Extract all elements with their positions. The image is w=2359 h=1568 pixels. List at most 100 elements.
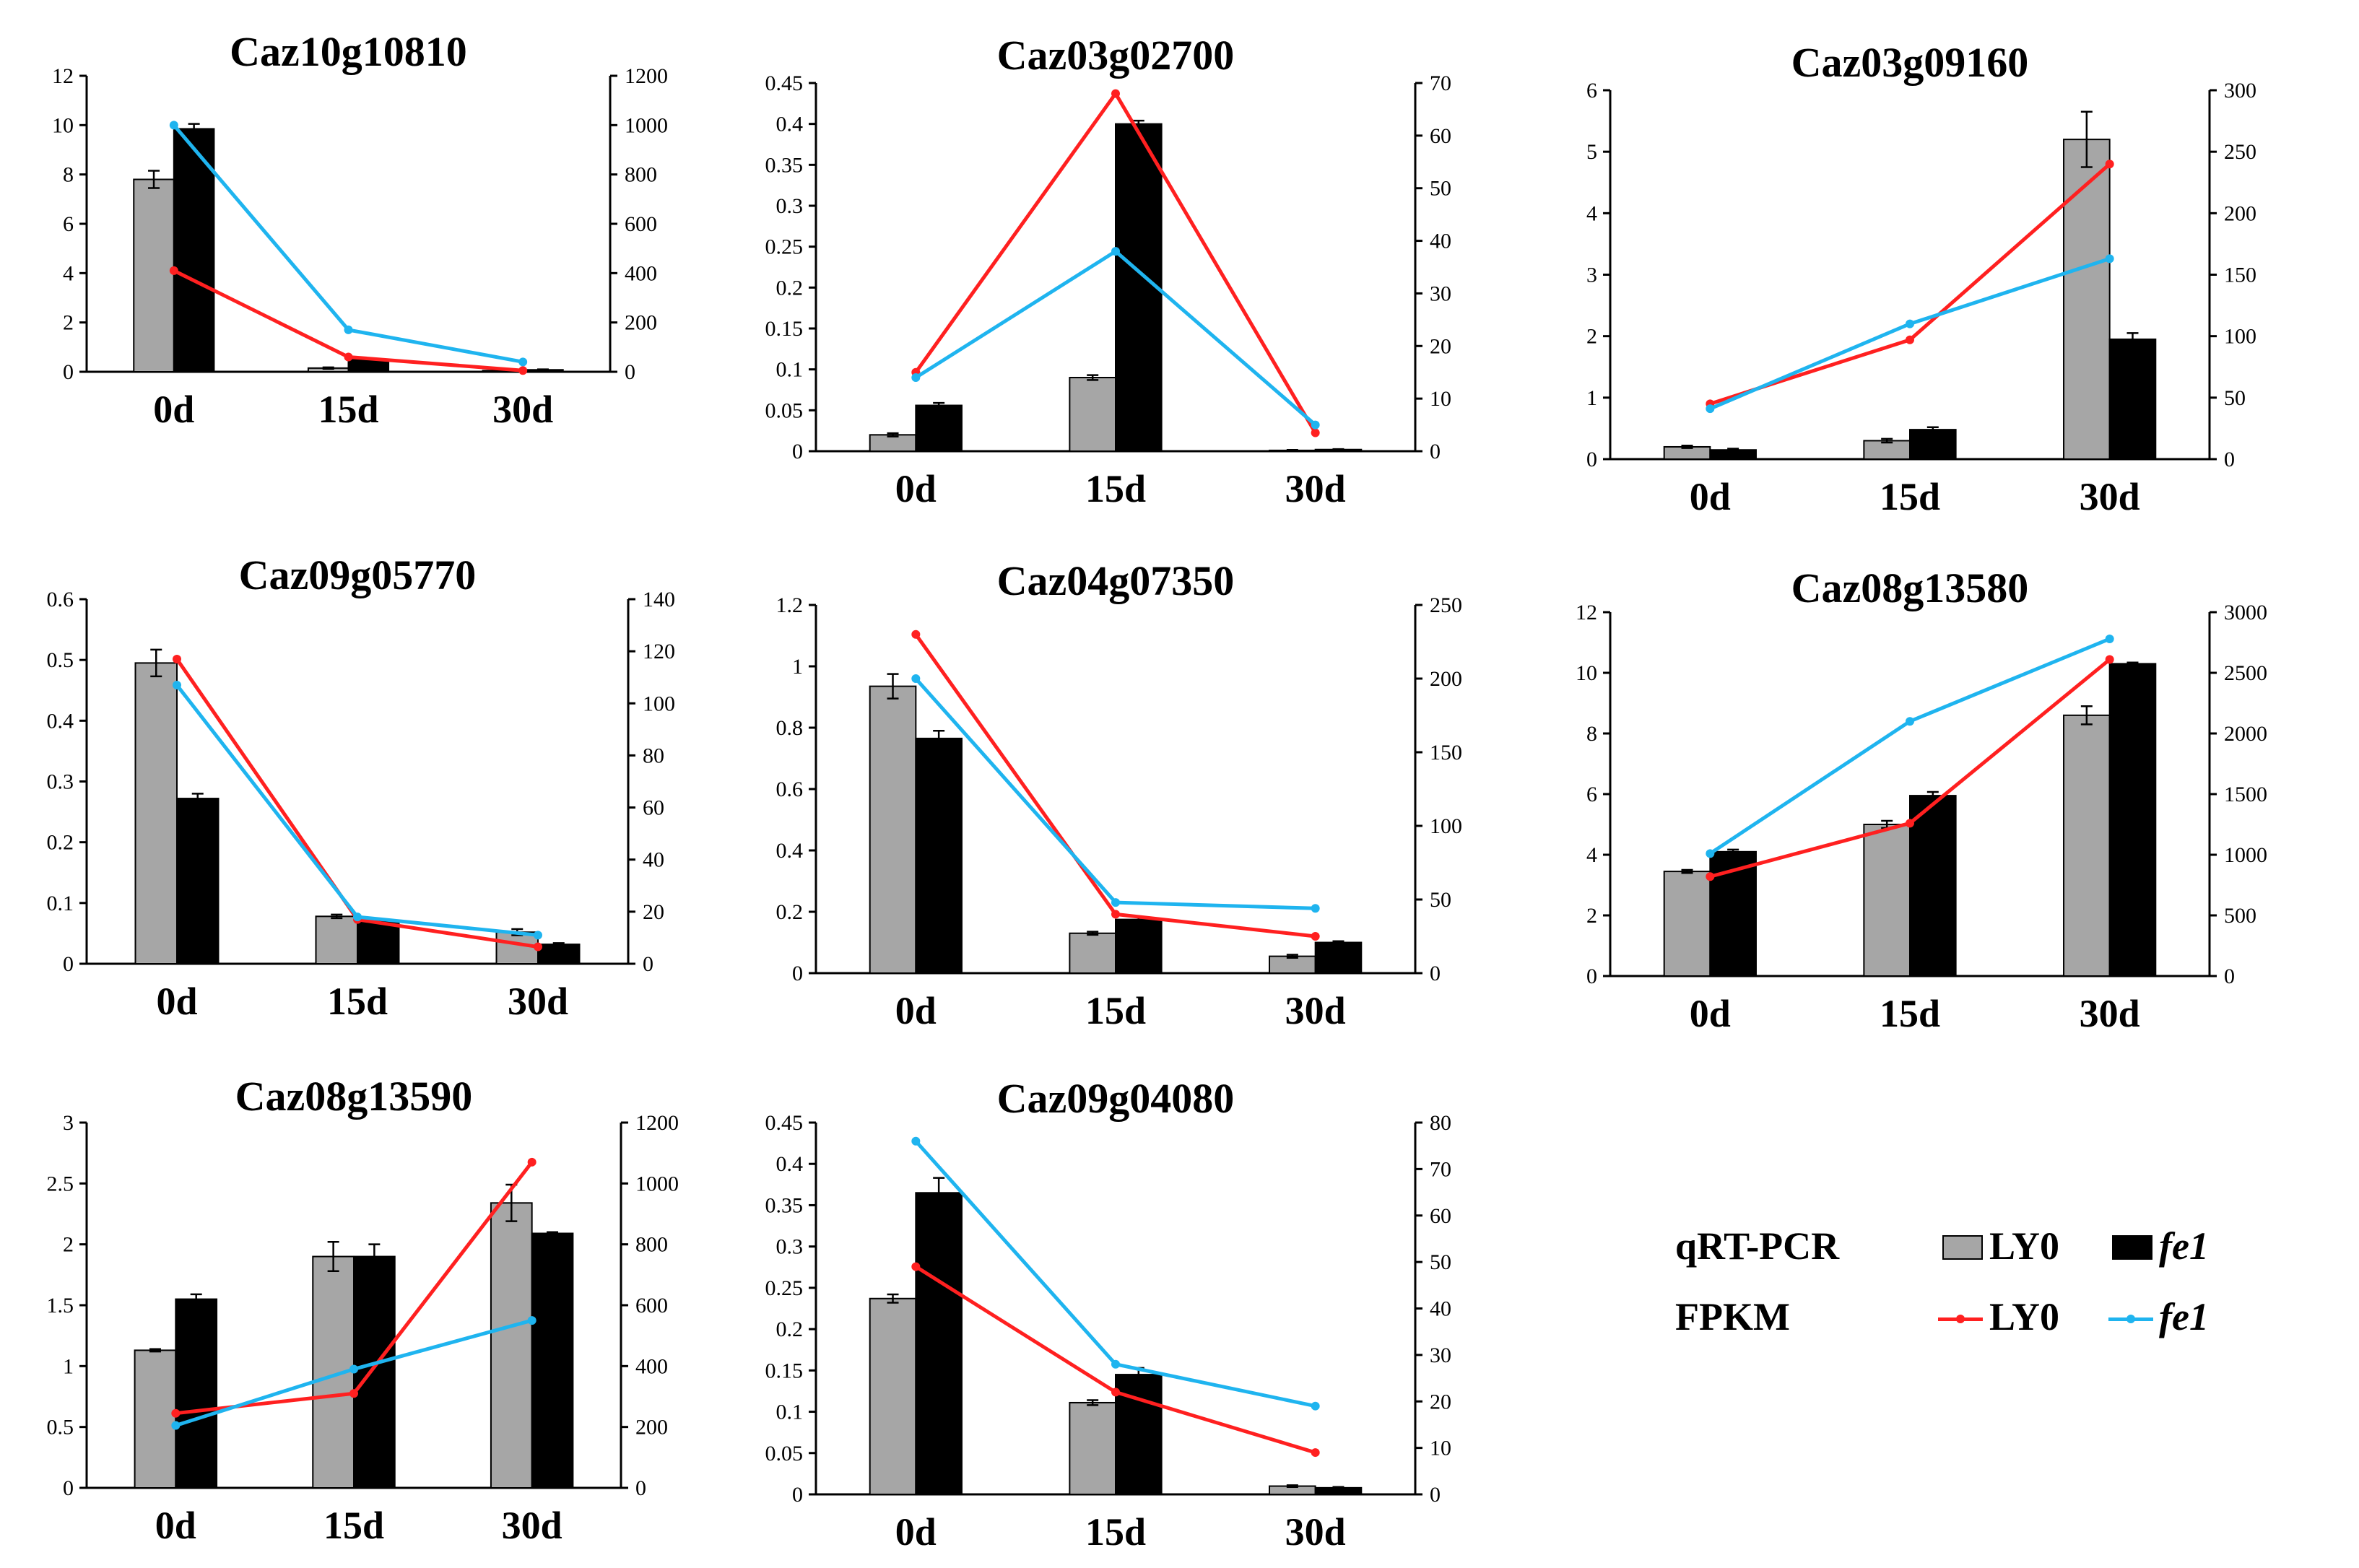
x-tick-label: 0d — [895, 989, 937, 1032]
line-fe1 — [914, 677, 1316, 910]
x-tick-label: 15d — [318, 388, 378, 431]
y2-tick-label: 100 — [643, 692, 675, 715]
y2-tick-label: 1000 — [2224, 843, 2267, 867]
y-tick-label: 3 — [1586, 263, 1597, 287]
point-ly0-30d — [518, 366, 528, 375]
point-ly0-15d — [349, 1389, 358, 1398]
y2-tick-label: 60 — [1430, 124, 1451, 148]
bar-fe1-15d — [357, 920, 400, 965]
y-tick-label: 0.05 — [765, 1442, 804, 1465]
legend-qrt-pcr-label: qRT-PCR — [1675, 1224, 1840, 1268]
point-fe1-0d — [171, 1421, 181, 1430]
x-tick-label: 15d — [1085, 989, 1146, 1032]
point-ly0-15d — [1111, 1388, 1120, 1397]
y2-tick-label: 70 — [1430, 1157, 1451, 1181]
y-tick-label: 0.35 — [765, 1193, 804, 1217]
bar-fe1-0d — [915, 1192, 963, 1496]
point-ly0-30d — [2105, 160, 2114, 169]
y2-tick-label: 0 — [1430, 962, 1441, 985]
x-tick-label: 30d — [1285, 989, 1346, 1032]
line-ly0 — [914, 633, 1316, 938]
bar-ly0-0d — [134, 1349, 177, 1489]
legend-fpkm-label: FPKM — [1675, 1295, 1790, 1338]
y-tick-label: 0 — [792, 962, 803, 985]
y-tick-label: 0 — [63, 360, 74, 384]
y-tick-label: 0.4 — [776, 839, 804, 863]
chart-title: Caz04g07350 — [997, 557, 1235, 604]
point-fe1-0d — [911, 373, 921, 382]
y-tick-label: 0.6 — [776, 778, 804, 801]
y-tick-label: 0.5 — [47, 1416, 74, 1439]
y2-tick-label: 50 — [1430, 177, 1451, 201]
point-fe1-15d — [1906, 717, 1914, 726]
y-tick-label: 0.3 — [776, 1235, 804, 1259]
legend-ly0-bar-swatch — [1942, 1235, 1983, 1260]
point-fe1-30d — [527, 1316, 536, 1325]
y2-tick-label: 50 — [2224, 386, 2246, 410]
x-tick-label: 15d — [1880, 992, 1940, 1035]
y2-tick-label: 30 — [1430, 1343, 1451, 1367]
legend: qRT-PCR FPKM LY0 fe1 LY0 fe1 — [1668, 1224, 2260, 1361]
y2-tick-label: 800 — [635, 1233, 668, 1257]
point-fe1-30d — [2105, 634, 2114, 643]
y2-tick-label: 10 — [1430, 387, 1451, 411]
x-tick-label: 30d — [1285, 1510, 1346, 1554]
bar-ly0-0d — [869, 685, 917, 974]
point-fe1-15d — [1906, 319, 1914, 328]
legend-fe1-bar-label: fe1 — [2159, 1224, 2209, 1268]
x-tick-label: 15d — [323, 1504, 384, 1547]
y2-tick-label: 70 — [1430, 71, 1451, 95]
legend-ly0-line-marker — [1956, 1315, 1965, 1323]
y2-tick-label: 20 — [1430, 1390, 1451, 1414]
y-tick-label: 5 — [1586, 140, 1597, 164]
y-tick-label: 0.2 — [776, 1317, 804, 1341]
y-tick-label: 10 — [1576, 661, 1597, 685]
y-tick-label: 0.3 — [776, 194, 804, 218]
chart-title: Caz08g13580 — [1791, 565, 2029, 611]
point-ly0-15d — [344, 352, 353, 362]
y2-tick-label: 60 — [643, 796, 664, 820]
x-tick-label: 0d — [895, 1510, 937, 1554]
y2-tick-label: 0 — [2224, 448, 2235, 471]
chart-caz04g07350: Caz04g07350 0 0.2 0.4 0.6 0.8 1 1.2 0 50 100 150 200… — [776, 557, 1463, 1032]
point-ly0-0d — [171, 1408, 181, 1418]
y2-tick-label: 250 — [2224, 140, 2256, 164]
y2-tick-label: 50 — [1430, 1250, 1451, 1274]
y-tick-label: 6 — [63, 212, 74, 236]
point-ly0-30d — [527, 1157, 536, 1167]
y-tick-label: 0.2 — [776, 276, 804, 300]
y-tick-label: 0.6 — [47, 588, 74, 611]
y2-tick-label: 200 — [2224, 201, 2256, 225]
chart-caz09g05770: Caz09g05770 0 0.1 0.2 0.3 0.4 0.5 0.6 0 20 40 60 80 1… — [47, 552, 676, 1023]
y2-tick-label: 80 — [643, 744, 664, 767]
x-tick-label: 30d — [1285, 467, 1346, 510]
y-tick-label: 0.45 — [765, 71, 804, 95]
bar-ly0-15d — [315, 915, 358, 964]
y-tick-label: 0.25 — [765, 235, 804, 259]
x-tick-label: 0d — [156, 980, 197, 1023]
bar-fe1-0d — [915, 404, 963, 452]
y-tick-label: 10 — [52, 113, 74, 137]
point-fe1-0d — [911, 674, 921, 683]
chart-caz08g13580: Caz08g13580 0 2 4 6 8 10 12 0 500 1000 1500 2000 2500… — [1576, 565, 2267, 1035]
y-tick-label: 0.8 — [776, 716, 804, 740]
y2-tick-label: 50 — [1430, 888, 1451, 912]
point-ly0-0d — [911, 1262, 921, 1271]
point-fe1-30d — [534, 931, 542, 940]
y2-tick-label: 2000 — [2224, 722, 2267, 746]
chart-caz09g04080: Caz09g04080 0 0.05 0.1 0.15 0.2 0.25 0.3 0.35 0.4… — [765, 1075, 1452, 1554]
legend-ly0-line-label: LY0 — [1989, 1295, 2060, 1338]
y2-tick-label: 40 — [1430, 1297, 1451, 1321]
bar-fe1-0d — [173, 128, 215, 373]
y-tick-label: 0.5 — [47, 648, 74, 672]
bar-ly0-15d — [1863, 440, 1911, 461]
y-tick-label: 1.5 — [47, 1294, 74, 1317]
legend-fe1-bar-swatch — [2112, 1235, 2152, 1260]
y2-tick-label: 200 — [625, 311, 657, 335]
y-tick-label: 0.1 — [47, 892, 74, 915]
y-tick-label: 0.1 — [776, 1401, 804, 1424]
point-ly0-0d — [169, 266, 178, 275]
chart-title: Caz03g09160 — [1791, 39, 2029, 86]
y2-tick-label: 3000 — [2224, 601, 2267, 624]
